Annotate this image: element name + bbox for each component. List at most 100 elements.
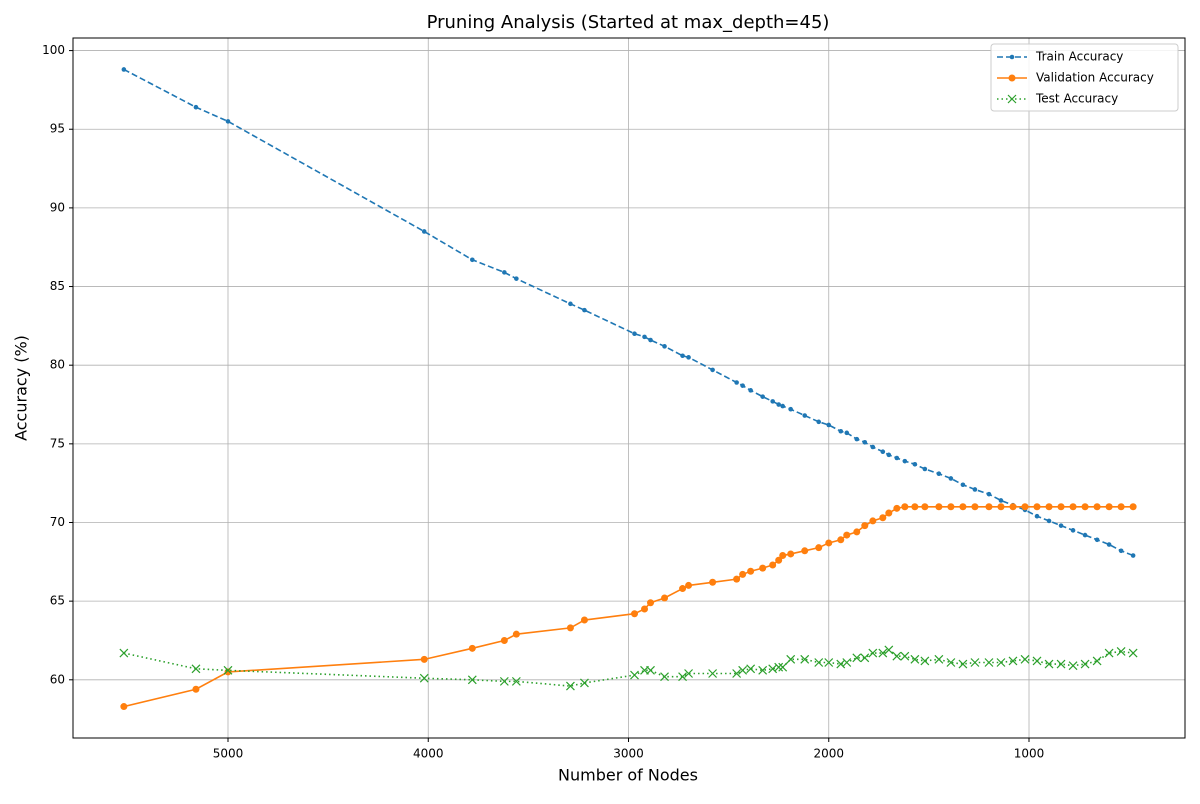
marker bbox=[661, 594, 669, 602]
marker bbox=[631, 610, 639, 618]
marker bbox=[679, 585, 687, 593]
marker bbox=[868, 648, 878, 658]
marker bbox=[191, 664, 201, 674]
marker bbox=[747, 567, 755, 575]
marker bbox=[680, 353, 685, 359]
marker bbox=[662, 344, 667, 349]
marker bbox=[420, 655, 428, 663]
legend-label: Train Accuracy bbox=[1035, 50, 1123, 64]
marker bbox=[786, 654, 796, 664]
marker bbox=[947, 503, 955, 511]
y-tick-label: 95 bbox=[50, 122, 65, 136]
marker bbox=[901, 503, 909, 511]
marker bbox=[746, 664, 756, 674]
marker bbox=[684, 669, 693, 678]
marker bbox=[568, 301, 573, 307]
marker bbox=[470, 257, 475, 263]
marker bbox=[660, 672, 669, 682]
marker bbox=[708, 669, 718, 678]
marker bbox=[900, 651, 910, 661]
legend-label: Validation Accuracy bbox=[1036, 71, 1154, 85]
marker bbox=[986, 491, 992, 497]
marker bbox=[787, 550, 795, 558]
marker bbox=[1092, 656, 1102, 666]
marker bbox=[775, 556, 783, 564]
marker bbox=[1008, 74, 1016, 82]
marker bbox=[936, 471, 942, 477]
marker bbox=[996, 658, 1006, 667]
marker bbox=[1093, 503, 1101, 511]
marker bbox=[1045, 503, 1053, 511]
marker bbox=[1068, 661, 1078, 671]
marker bbox=[788, 406, 794, 412]
marker bbox=[902, 458, 908, 464]
legend-box bbox=[990, 43, 1179, 112]
y-tick-label: 70 bbox=[50, 515, 65, 529]
marker bbox=[1008, 656, 1018, 666]
marker bbox=[971, 503, 979, 511]
marker bbox=[1058, 523, 1064, 528]
marker bbox=[816, 419, 822, 425]
y-tick-label: 80 bbox=[50, 358, 65, 372]
marker bbox=[972, 487, 978, 492]
y-axis-label: Accuracy (%) bbox=[12, 335, 31, 441]
marker bbox=[1034, 513, 1040, 519]
x-tick-label: 2000 bbox=[813, 747, 844, 761]
marker bbox=[826, 422, 832, 428]
marker bbox=[879, 514, 887, 522]
marker bbox=[892, 651, 902, 661]
marker bbox=[998, 498, 1004, 503]
y-tick-label: 90 bbox=[50, 200, 65, 214]
marker bbox=[1082, 532, 1088, 538]
marker bbox=[862, 439, 868, 445]
marker bbox=[514, 276, 519, 281]
marker bbox=[878, 648, 888, 658]
marker bbox=[960, 482, 966, 488]
marker bbox=[632, 331, 637, 337]
marker bbox=[1070, 528, 1076, 533]
marker bbox=[580, 616, 588, 624]
marker bbox=[814, 658, 824, 667]
marker bbox=[958, 659, 968, 669]
marker bbox=[502, 270, 507, 275]
marker bbox=[732, 669, 742, 678]
marker bbox=[1129, 503, 1137, 511]
marker bbox=[843, 531, 851, 539]
marker bbox=[824, 658, 834, 667]
marker bbox=[1046, 518, 1052, 524]
marker bbox=[984, 658, 994, 667]
y-tick-label: 75 bbox=[50, 436, 65, 450]
y-tick-label: 65 bbox=[50, 594, 65, 608]
marker bbox=[854, 436, 860, 442]
marker bbox=[421, 229, 427, 234]
marker bbox=[759, 564, 767, 572]
marker bbox=[1021, 503, 1029, 511]
marker bbox=[500, 636, 508, 644]
y-tick-label: 60 bbox=[50, 672, 65, 686]
x-tick-label: 4000 bbox=[413, 747, 444, 761]
marker bbox=[642, 334, 647, 340]
marker bbox=[776, 402, 781, 407]
marker bbox=[1009, 503, 1017, 511]
x-tick-label: 5000 bbox=[213, 747, 244, 761]
marker bbox=[802, 413, 808, 418]
marker bbox=[225, 119, 231, 124]
marker bbox=[934, 654, 944, 664]
marker bbox=[922, 466, 928, 472]
marker bbox=[778, 662, 788, 672]
marker bbox=[685, 581, 693, 589]
marker bbox=[512, 630, 520, 638]
marker bbox=[748, 388, 753, 393]
marker bbox=[884, 645, 894, 655]
marker bbox=[678, 672, 687, 682]
marker bbox=[734, 380, 739, 385]
marker bbox=[1007, 94, 1017, 104]
marker bbox=[1118, 548, 1124, 554]
marker bbox=[861, 522, 869, 530]
marker bbox=[894, 455, 900, 461]
marker bbox=[838, 428, 844, 434]
marker bbox=[815, 544, 823, 552]
marker bbox=[758, 665, 768, 675]
marker bbox=[948, 476, 954, 481]
